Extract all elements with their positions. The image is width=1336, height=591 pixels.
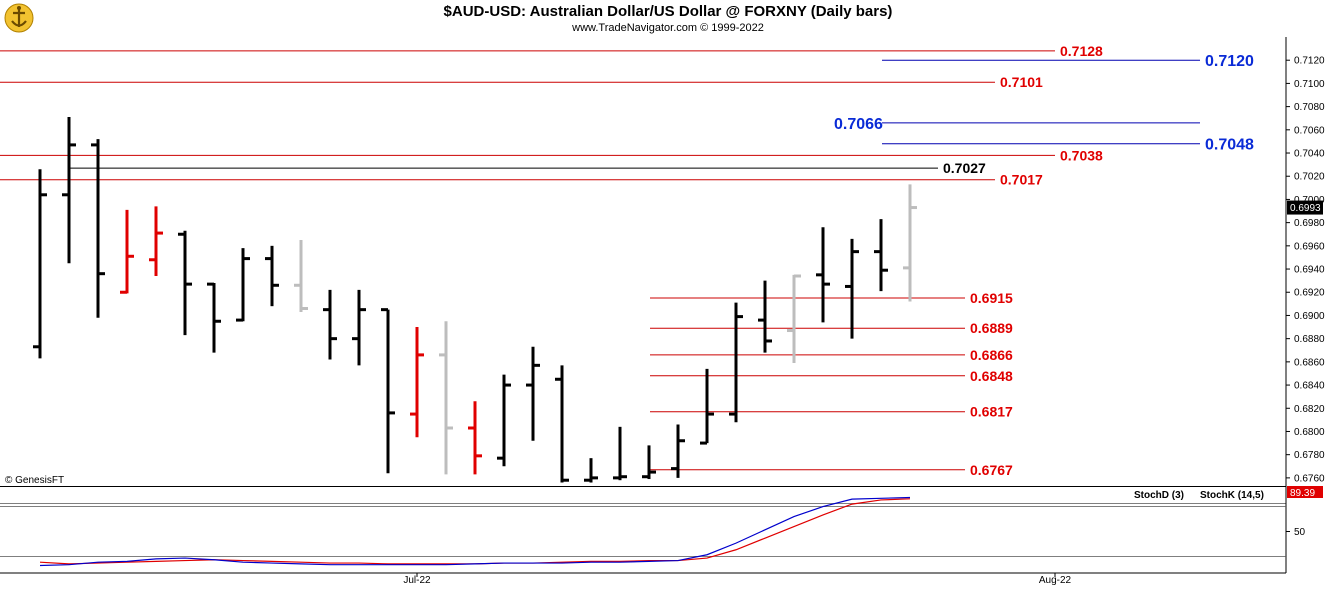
ohlc-bar <box>236 248 250 322</box>
chart-header: $AUD-USD: Australian Dollar/US Dollar @ … <box>0 0 1336 37</box>
ohlc-bar <box>845 238 859 339</box>
y-tick-label: 0.6820 <box>1294 404 1325 415</box>
ohlc-bar <box>874 219 888 292</box>
stochK-legend: StochK (14,5) <box>1200 490 1264 501</box>
ohlc-bar <box>439 321 453 475</box>
y-tick-label: 0.7060 <box>1294 125 1325 136</box>
level-label: 0.6817 <box>970 404 1013 420</box>
ohlc-bar <box>33 169 47 359</box>
level-label: 0.6915 <box>970 290 1013 306</box>
y-tick-label: 0.6800 <box>1294 427 1325 438</box>
ohlc-bar <box>381 308 395 474</box>
y-tick-label: 0.6760 <box>1294 473 1325 484</box>
ohlc-bar <box>352 289 366 366</box>
ohlc-bar <box>265 245 279 307</box>
ohlc-bar <box>410 327 424 438</box>
y-tick-label: 0.6980 <box>1294 218 1325 229</box>
ohlc-bar <box>526 346 540 441</box>
chart-subtitle: www.TradeNavigator.com © 1999-2022 <box>572 22 764 34</box>
y-tick-label: 0.6920 <box>1294 288 1325 299</box>
ohlc-bar <box>178 230 192 336</box>
ohlc-bar <box>903 184 917 302</box>
ohlc-bar <box>91 139 105 318</box>
ohlc-bar <box>207 282 221 353</box>
stoch-last-label: 89.39 <box>1290 488 1315 499</box>
y-tick-label: 0.7020 <box>1294 172 1325 183</box>
ohlc-bar <box>555 365 569 483</box>
y-tick-label: 0.6940 <box>1294 265 1325 276</box>
x-tick-label: Aug-22 <box>1039 575 1072 586</box>
y-tick-label: 0.7000 <box>1294 195 1325 206</box>
y-tick-label: 0.7040 <box>1294 149 1325 160</box>
ohlc-bar <box>758 280 772 353</box>
level-label: 0.7027 <box>943 160 986 176</box>
ohlc-bar <box>700 368 714 445</box>
ohlc-bar <box>816 227 830 323</box>
ohlc-bar <box>120 209 134 294</box>
level-label: 0.6866 <box>970 347 1013 363</box>
ohlc-bar <box>584 458 598 483</box>
y-tick-label: 0.6840 <box>1294 381 1325 392</box>
stochK-line <box>39 496 911 567</box>
ohlc-bar <box>671 424 685 478</box>
y-tick-label: 0.6860 <box>1294 357 1325 368</box>
last-price-box <box>1287 200 1323 215</box>
ohlc-bar <box>497 374 511 467</box>
anchor-logo-icon <box>4 3 34 33</box>
blue-level-label: 0.7066 <box>834 116 883 133</box>
ohlc-bar <box>62 117 76 264</box>
level-label: 0.7038 <box>1060 147 1103 163</box>
level-label: 0.7101 <box>1000 74 1043 90</box>
y-tick-label: 0.6960 <box>1294 241 1325 252</box>
level-label: 0.7128 <box>1060 43 1103 59</box>
level-label: 0.6889 <box>970 320 1013 336</box>
watermark-text: © GenesisFT <box>5 475 64 486</box>
ohlc-bar <box>294 240 308 312</box>
ohlc-bar <box>787 274 801 364</box>
level-label: 0.6848 <box>970 368 1013 384</box>
stoch-last-box <box>1287 486 1323 498</box>
ohlc-bar <box>323 289 337 360</box>
x-tick-label: Jul-22 <box>403 575 431 586</box>
blue-level-label: 0.7120 <box>1205 53 1254 70</box>
ohlc-bar <box>149 206 163 277</box>
y-tick-label: 0.7120 <box>1294 56 1325 67</box>
chart-title: $AUD-USD: Australian Dollar/US Dollar @ … <box>443 3 893 20</box>
y-tick-label: 0.7100 <box>1294 79 1325 90</box>
ohlc-bar <box>729 302 743 423</box>
ohlc-bar <box>642 445 656 480</box>
y-tick-label: 0.6900 <box>1294 311 1325 322</box>
blue-level-label: 0.7048 <box>1205 137 1254 154</box>
y-tick-label: 0.6880 <box>1294 334 1325 345</box>
stochD-legend: StochD (3) <box>1134 490 1184 501</box>
level-label: 0.6767 <box>970 462 1013 478</box>
ohlc-bar <box>613 426 627 481</box>
stoch-tick-label: 50 <box>1294 527 1306 538</box>
y-tick-label: 0.7080 <box>1294 102 1325 113</box>
level-label: 0.7017 <box>1000 172 1043 188</box>
ohlc-bar <box>468 401 482 475</box>
last-price-label: 0.6993 <box>1290 203 1321 214</box>
y-tick-label: 0.6780 <box>1294 450 1325 461</box>
